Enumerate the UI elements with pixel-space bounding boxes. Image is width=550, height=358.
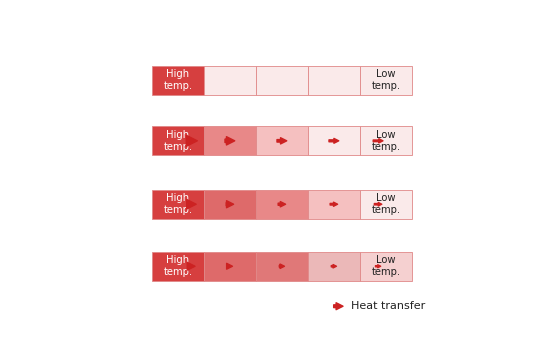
Bar bbox=[204, 66, 256, 95]
Text: Low
temp.: Low temp. bbox=[371, 69, 400, 91]
Bar bbox=[308, 126, 360, 155]
Bar bbox=[360, 252, 412, 281]
Text: High
temp.: High temp. bbox=[163, 193, 192, 215]
Bar bbox=[256, 126, 308, 155]
Bar bbox=[256, 66, 308, 95]
Bar bbox=[256, 190, 308, 219]
Text: High
temp.: High temp. bbox=[163, 69, 192, 91]
Bar bbox=[204, 126, 256, 155]
Bar bbox=[256, 252, 308, 281]
Bar bbox=[360, 190, 412, 219]
Bar bbox=[360, 126, 412, 155]
Bar bbox=[152, 190, 204, 219]
Bar bbox=[204, 190, 256, 219]
Bar bbox=[204, 252, 256, 281]
Text: Low
temp.: Low temp. bbox=[371, 256, 400, 277]
Text: Low
temp.: Low temp. bbox=[371, 130, 400, 152]
Bar bbox=[152, 126, 204, 155]
Bar bbox=[308, 252, 360, 281]
Bar bbox=[152, 252, 204, 281]
Bar bbox=[360, 66, 412, 95]
Bar bbox=[308, 190, 360, 219]
Text: High
temp.: High temp. bbox=[163, 130, 192, 152]
Bar bbox=[152, 66, 204, 95]
Text: Heat transfer: Heat transfer bbox=[351, 301, 425, 311]
Text: High
temp.: High temp. bbox=[163, 256, 192, 277]
Text: Low
temp.: Low temp. bbox=[371, 193, 400, 215]
Bar bbox=[308, 66, 360, 95]
